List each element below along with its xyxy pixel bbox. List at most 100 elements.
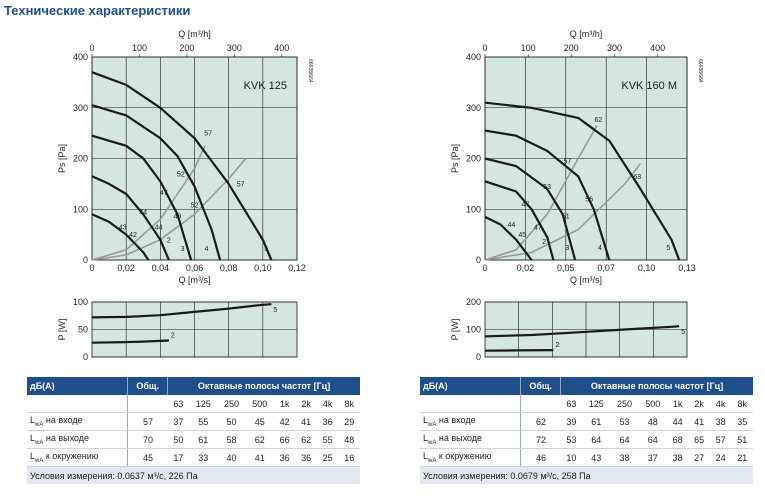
- y-tick-label: 400: [73, 52, 88, 62]
- fan-curve-5: [91, 303, 272, 319]
- band-label: 1k: [666, 395, 689, 413]
- y-tick-label: 50: [78, 325, 88, 335]
- y-tick-label: 100: [466, 204, 481, 214]
- row-label: LwA на выходе: [420, 430, 521, 449]
- x-tick-label: 0,10: [254, 263, 272, 273]
- y-tick-label: 100: [73, 204, 88, 214]
- x-tick-label: 0,10: [638, 263, 656, 273]
- fan-curve-4: [484, 129, 611, 261]
- curve-annotation: 56: [585, 197, 593, 204]
- cell: 65: [688, 430, 710, 449]
- band-label: 8k: [731, 395, 753, 413]
- cell: 55: [189, 412, 218, 431]
- curve-annotation: 52: [177, 171, 185, 178]
- cell: 62: [245, 430, 274, 449]
- fan-curve-2: [484, 180, 555, 261]
- table-row: LwA на входе 62 39 61 53 48 44 41 38 35: [420, 412, 753, 431]
- fan-curve-2: [484, 349, 554, 352]
- x2-tick-label: 200: [564, 43, 579, 53]
- row-total: 46: [520, 448, 561, 467]
- cell: 24: [709, 448, 732, 467]
- fan-curve-2: [91, 339, 169, 344]
- band-label: 63: [560, 395, 583, 413]
- bands-header: Октавные полосы частот [Гц]: [560, 377, 753, 395]
- fan-curve-5: [484, 325, 680, 338]
- y-tick-label: 200: [73, 154, 88, 164]
- band-label: 4k: [709, 395, 732, 413]
- band-label: 500: [245, 395, 274, 413]
- x-tick-label: 0,06: [186, 263, 204, 273]
- cell: 50: [167, 430, 190, 449]
- fan-curve-5: [91, 71, 273, 261]
- curve-annotation: 3: [181, 246, 185, 253]
- table-row: LwA к окружению 45 17 33 40 41 36 36 25 …: [27, 448, 360, 467]
- y-tick-label: 0: [83, 352, 88, 362]
- row-total: 72: [520, 430, 561, 449]
- curve-annotation: 4: [205, 246, 209, 253]
- measurement-condition: Условия измерения: 0.0637 м³/с, 226 Па: [27, 466, 360, 484]
- curve-annotation: 5: [666, 245, 670, 252]
- cell: 10: [560, 448, 583, 467]
- cell: 68: [666, 430, 689, 449]
- chart-title: KVK 160 M: [621, 80, 677, 92]
- fan-curve-1: [91, 213, 150, 261]
- cell: 25: [316, 448, 339, 467]
- curve-annotation: 51: [562, 213, 570, 220]
- db-header: дБ(А): [27, 377, 128, 395]
- cell: 45: [245, 412, 274, 431]
- curve-annotation: 47: [534, 225, 542, 232]
- cell: 35: [731, 412, 753, 431]
- curve-annotation: 48: [174, 213, 182, 220]
- power-curve-label: 2: [171, 333, 175, 340]
- row-total: 45: [127, 448, 168, 467]
- row-total: 57: [127, 412, 168, 431]
- cell: 36: [295, 448, 317, 467]
- row-label: LwA к окружению: [27, 448, 128, 467]
- x2-tick-label: 400: [274, 43, 289, 53]
- cell: 36: [273, 448, 296, 467]
- row-label: LwA на входе: [420, 412, 521, 431]
- cell: 55: [316, 430, 339, 449]
- cell: 33: [189, 448, 218, 467]
- power-curve-label: 2: [555, 342, 559, 349]
- y-tick-label: 100: [73, 297, 88, 307]
- cell: 48: [638, 412, 667, 431]
- curve-annotation: 45: [518, 232, 526, 239]
- curve-annotation: 43: [119, 225, 127, 232]
- cell: 64: [638, 430, 667, 449]
- y-tick-label: 100: [466, 325, 481, 335]
- x-axis-label: Q [m³/s]: [570, 275, 602, 285]
- power-curve-label: 5: [681, 329, 685, 336]
- cell: 58: [217, 430, 246, 449]
- total-header: Общ.: [127, 377, 168, 395]
- cell: 61: [189, 430, 218, 449]
- curve-annotation: 2: [542, 239, 546, 246]
- y-axis-label: Ps [Pa]: [57, 144, 67, 173]
- curve-annotation: 5: [264, 246, 268, 253]
- y-tick-label: 0: [476, 255, 481, 265]
- cell: 43: [582, 448, 611, 467]
- band-label: 500: [638, 395, 667, 413]
- cell: 53: [560, 430, 583, 449]
- cell: 37: [167, 412, 190, 431]
- band-label: 2k: [688, 395, 710, 413]
- band-label: 250: [217, 395, 246, 413]
- cell: 48: [338, 430, 360, 449]
- system-curve: [484, 125, 598, 261]
- x-tick-label: 0,08: [220, 263, 238, 273]
- curve-annotation: 42: [129, 232, 137, 239]
- x2-axis-label: Q [m³/h]: [178, 29, 211, 39]
- curve-annotation: 47: [522, 202, 530, 209]
- cell: 40: [217, 448, 246, 467]
- row-total: 62: [520, 412, 561, 431]
- x-tick-label: 0,05: [557, 263, 575, 273]
- fan-curve-5: [484, 101, 681, 261]
- cell: 16: [338, 448, 360, 467]
- curve-annotation: 57: [563, 159, 571, 166]
- curve-annotation: 52: [191, 203, 199, 210]
- cell: 62: [295, 430, 317, 449]
- x2-tick-label: 0: [482, 43, 487, 53]
- db-header: дБ(А): [420, 377, 521, 395]
- cell: 41: [295, 412, 317, 431]
